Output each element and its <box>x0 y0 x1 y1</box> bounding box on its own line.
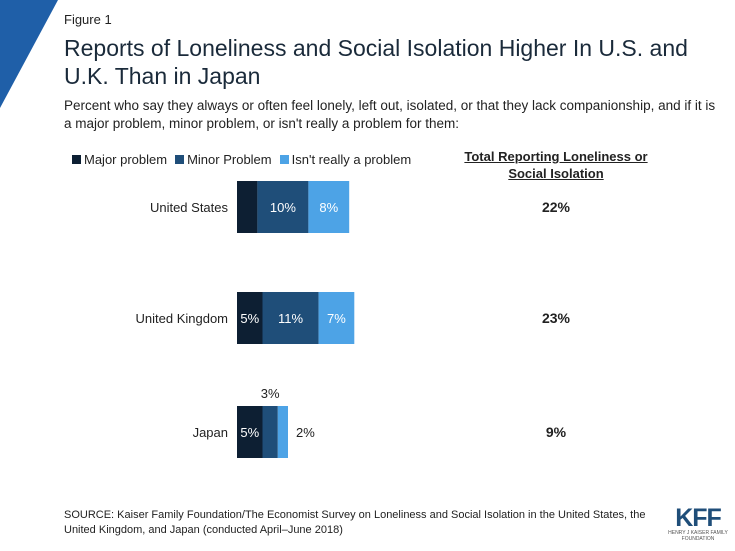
logo-mark: KFF <box>675 504 722 532</box>
corner-accent <box>0 0 58 108</box>
total-value: 9% <box>546 424 567 440</box>
legend-item-minor: Minor Problem <box>175 152 272 167</box>
figure-label: Figure 1 <box>64 12 112 27</box>
data-label-minor: 11% <box>278 311 303 326</box>
legend-swatch-not <box>279 155 289 164</box>
bar-segment-major <box>237 292 263 344</box>
total-column-header: Total Reporting Loneliness or Social Iso… <box>464 149 648 181</box>
category-label: United Kingdom <box>136 311 229 326</box>
stacked-bar-chart: United States4%10%8%22%United Kingdom5%1… <box>136 181 571 458</box>
category-label: Japan <box>193 425 228 440</box>
legend-label-major: Major problem <box>84 152 168 167</box>
legend-swatch-minor <box>175 155 185 164</box>
data-label-not: 7% <box>327 311 346 326</box>
total-value: 23% <box>542 310 571 326</box>
total-value: 22% <box>542 199 571 215</box>
bar-segment-not <box>277 406 288 458</box>
kff-logo: KFF HENRY J KAISER FAMILY FOUNDATION <box>668 504 728 543</box>
data-label-not: 8% <box>319 200 338 215</box>
legend-item-major: Major problem <box>72 152 167 167</box>
bar-segment-major <box>237 406 263 458</box>
data-label-minor: 3% <box>261 386 280 401</box>
category-label: United States <box>150 200 229 215</box>
legend-label-not: Isn't really a problem <box>291 152 412 167</box>
source-note: SOURCE: Kaiser Family Foundation/The Eco… <box>64 509 646 536</box>
bar-segment-minor <box>262 292 319 344</box>
bar-segment-not <box>318 292 355 344</box>
data-label-major: 5% <box>240 425 259 440</box>
chart-title: Reports of Loneliness and Social Isolati… <box>64 35 688 89</box>
bar-segment-minor <box>257 181 309 233</box>
logo-subtext: HENRY J KAISER FAMILY FOUNDATION <box>668 530 728 542</box>
legend-label-minor: Minor Problem <box>187 152 272 167</box>
data-label-major: 5% <box>240 311 259 326</box>
data-label-not: 2% <box>296 425 315 440</box>
legend-item-not: Isn't really a problem <box>279 152 412 167</box>
chart-subtitle: Percent who say they always or often fee… <box>64 98 716 131</box>
bar-segment-not <box>308 181 350 233</box>
legend-swatch-major <box>72 155 81 164</box>
bar-segment-major <box>237 181 258 233</box>
data-label-minor: 10% <box>270 200 296 215</box>
bar-segment-minor <box>262 406 278 458</box>
legend: Major problem Minor Problem Isn't really… <box>72 152 419 167</box>
